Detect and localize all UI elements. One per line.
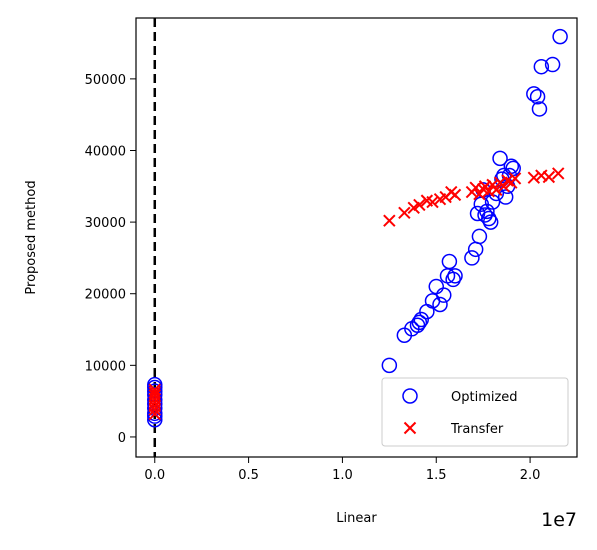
data-point-transfer [398, 206, 411, 219]
x-marker-stroke [148, 386, 161, 399]
data-point-optimized [413, 311, 429, 328]
data-point-transfer [148, 386, 161, 399]
x-marker-stroke [420, 194, 434, 207]
x-marker-stroke [552, 167, 565, 180]
data-point-transfer [148, 389, 161, 402]
x-marker-stroke [413, 198, 426, 212]
legend-label-optimized: Optimized [451, 390, 518, 405]
x-tick-label: 0.5 [238, 468, 259, 483]
x-tick-label: 1.5 [426, 468, 447, 483]
data-point-optimized [482, 214, 499, 230]
data-point-transfer [490, 183, 503, 197]
axes-frame [135, 17, 578, 458]
data-point-transfer [527, 171, 541, 184]
x-axis-ticks: 0.0 0.5 1.0 1.5 2.0 [144, 457, 540, 483]
data-point-optimized [481, 210, 497, 227]
data-point-optimized [529, 89, 546, 105]
x-marker-stroke [482, 185, 496, 198]
data-point-optimized [479, 203, 495, 220]
y-tick-label: 30000 [85, 216, 126, 231]
x-axis-offset-label: 1e7 [541, 509, 577, 531]
legend-box [381, 377, 569, 447]
x-marker-stroke [448, 188, 462, 202]
legend-marker-transfer [403, 421, 417, 435]
data-point-optimized [497, 189, 514, 205]
legend-entry-optimized: Optimized [402, 388, 518, 405]
series-transfer [148, 167, 565, 421]
x-tick-label: 2.0 [520, 468, 541, 483]
data-point-transfer [552, 167, 565, 180]
legend-label-transfer: Transfer [450, 422, 504, 437]
x-tick-label: 1.0 [332, 468, 353, 483]
data-point-transfer [448, 188, 462, 202]
data-point-optimized [447, 268, 463, 284]
data-point-optimized [411, 314, 428, 331]
y-axis-label: Proposed method [24, 180, 39, 294]
data-point-optimized [526, 86, 542, 102]
data-point-optimized [445, 271, 461, 288]
data-point-transfer [542, 170, 556, 184]
data-point-optimized [531, 101, 548, 117]
y-tick-label: 40000 [85, 144, 126, 159]
y-tick-label: 20000 [85, 288, 126, 303]
x-marker-stroke [490, 183, 503, 197]
data-point-optimized [436, 287, 452, 303]
data-point-transfer [501, 174, 514, 187]
x-marker-stroke [497, 180, 511, 193]
y-tick-label: 10000 [85, 359, 126, 374]
data-point-optimized [432, 296, 448, 313]
data-point-optimized [503, 158, 520, 174]
x-marker-stroke [383, 214, 396, 227]
legend-entry-transfer: Transfer [403, 421, 504, 437]
data-point-optimized [492, 150, 508, 167]
data-point-transfer [148, 383, 161, 396]
x-marker-stroke [501, 174, 514, 187]
data-point-transfer [426, 195, 439, 209]
y-tick-label: 0 [118, 431, 126, 446]
x-marker-stroke [398, 206, 411, 219]
data-point-optimized [471, 228, 488, 245]
x-marker-stroke [148, 383, 161, 396]
data-point-optimized [533, 58, 550, 75]
data-point-optimized [464, 250, 480, 266]
legend: Optimized Transfer [381, 377, 569, 447]
x-marker-stroke [148, 389, 161, 402]
data-point-transfer [413, 198, 426, 212]
data-point-transfer [508, 172, 522, 185]
legend-marker-optimized [402, 388, 418, 404]
data-point-optimized [441, 253, 458, 270]
x-marker-stroke [426, 195, 439, 209]
y-tick-label: 50000 [85, 73, 126, 88]
data-point-optimized [552, 28, 568, 45]
x-marker-stroke [542, 170, 556, 184]
x-marker-stroke [508, 172, 522, 185]
data-point-transfer [497, 180, 511, 193]
chart-markers [147, 18, 568, 457]
data-point-transfer [383, 214, 396, 227]
x-axis-label: Linear [336, 511, 377, 526]
data-point-optimized [544, 56, 561, 73]
x-tick-label: 0.0 [144, 468, 165, 483]
x-marker-stroke [527, 171, 541, 184]
data-point-optimized [381, 357, 398, 374]
y-axis-ticks: 0 10000 20000 30000 40000 50000 [85, 73, 136, 446]
axes-border [135, 17, 578, 458]
